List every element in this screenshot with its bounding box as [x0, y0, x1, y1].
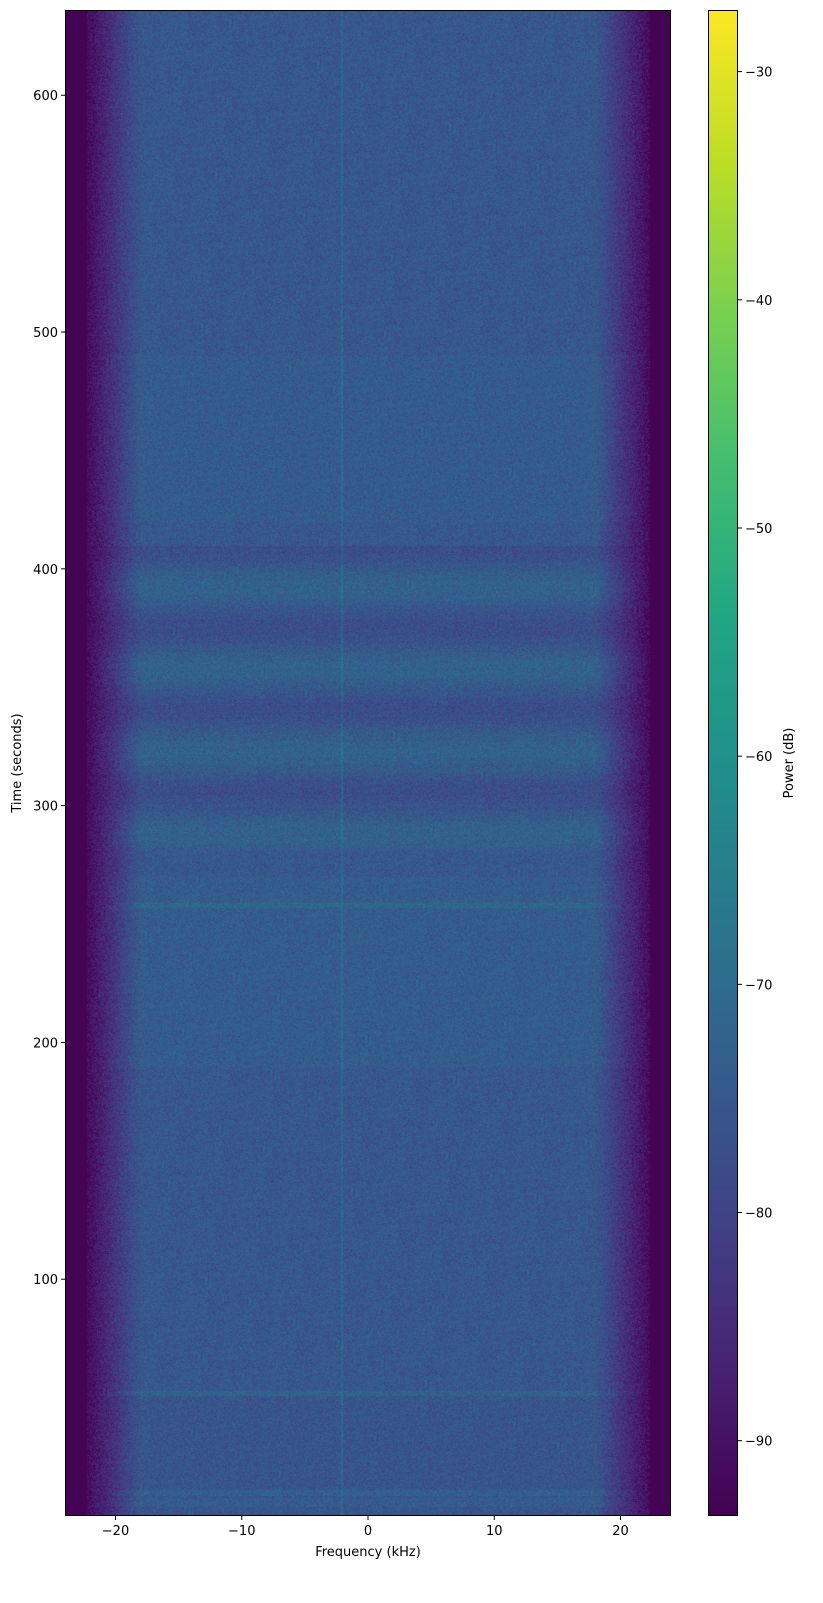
x-tick-label: 0	[364, 1524, 372, 1539]
y-tick-label: 200	[33, 1036, 58, 1051]
colorbar-tick-label: −30	[745, 66, 772, 81]
x-tick-label: 20	[612, 1524, 629, 1539]
x-axis-label: Frequency (kHz)	[315, 1545, 421, 1560]
colorbar-tick-label: −90	[745, 1435, 772, 1450]
colorbar-tick-label: −70	[745, 978, 772, 993]
colorbar	[708, 10, 738, 1516]
colorbar-tick-label: −80	[745, 1207, 772, 1222]
y-tick-label: 500	[33, 326, 58, 341]
y-tick-label: 300	[33, 800, 58, 815]
y-tick-label: 400	[33, 563, 58, 578]
colorbar-label: Power (dB)	[782, 728, 797, 799]
y-axis-label: Time (seconds)	[10, 713, 25, 813]
x-tick-label: −20	[102, 1524, 129, 1539]
colorbar-tick-label: −50	[745, 522, 772, 537]
y-tick-label: 100	[33, 1273, 58, 1288]
colorbar-frame	[708, 10, 738, 1516]
x-tick-label: −10	[228, 1524, 255, 1539]
y-tick-label: 600	[33, 89, 58, 104]
x-tick-label: 10	[486, 1524, 503, 1539]
plot-frame	[65, 10, 671, 1516]
colorbar-tick-label: −40	[745, 294, 772, 309]
spectrogram-heatmap	[65, 10, 671, 1516]
colorbar-tick-label: −60	[745, 750, 772, 765]
